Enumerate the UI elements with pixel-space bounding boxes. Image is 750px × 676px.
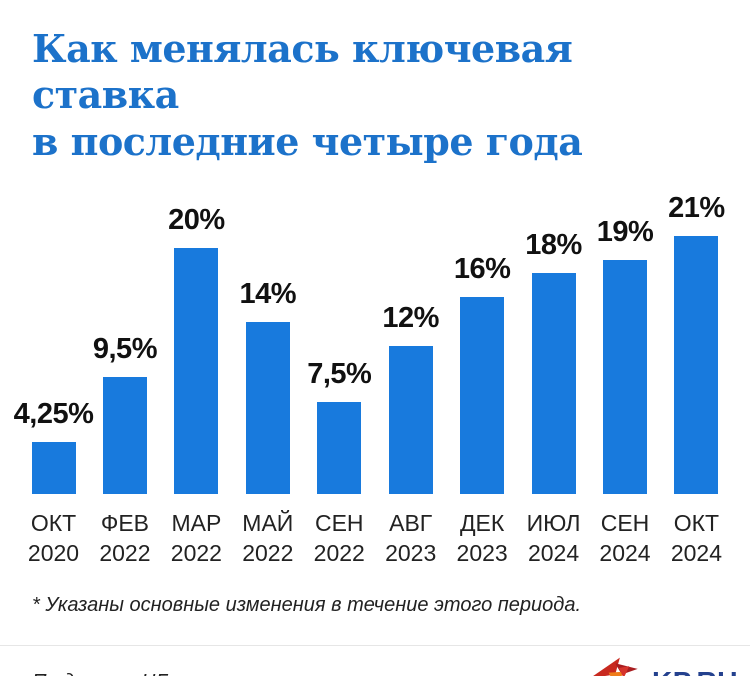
x-tick-year: 2022 <box>313 539 365 566</box>
x-tick-label: АВГ 2023 <box>378 509 443 568</box>
bar-value-label: 21% <box>668 192 725 225</box>
infographic: Как менялась ключевая ставка в последние… <box>0 26 750 676</box>
footer: По данным ЦБ. KP.RU <box>0 646 750 676</box>
bar-value-label: 16% <box>453 253 511 286</box>
kp-logo: KP.RU <box>588 652 738 676</box>
x-tick-label: ОКТ 2024 <box>664 509 729 568</box>
bar <box>603 260 647 495</box>
bar-column: 9,5% <box>92 333 158 495</box>
x-tick-label: МАЙ 2022 <box>235 509 300 568</box>
x-tick-month: ИЮЛ <box>526 510 581 537</box>
x-tick-year: 2020 <box>27 539 80 566</box>
bar <box>174 248 219 495</box>
x-tick-year: 2023 <box>456 539 508 566</box>
x-tick-year: 2022 <box>242 539 294 566</box>
bar-column: 18% <box>521 229 586 495</box>
bar <box>245 322 290 495</box>
bar <box>388 346 433 495</box>
bar-value-label: 20% <box>168 204 225 237</box>
bar-value-label: 14% <box>239 278 297 311</box>
page-title: Как менялась ключевая ставка в последние… <box>32 26 720 165</box>
bar <box>674 236 719 495</box>
bar-column: 20% <box>164 204 229 495</box>
bar-column: 12% <box>378 302 443 495</box>
x-tick-month: СЕН <box>600 510 650 537</box>
bar-column: 4,25% <box>14 398 94 495</box>
x-tick-month: ОКТ <box>673 510 720 537</box>
x-tick-month: ФЕВ <box>100 510 150 537</box>
x-tick-month: СЕН <box>314 510 364 537</box>
bar <box>102 377 147 495</box>
footnote: * Указаны основные изменения в течение э… <box>32 593 582 616</box>
x-tick-label: МАР 2022 <box>164 509 229 568</box>
x-tick-month: АВГ <box>389 510 433 537</box>
bar <box>531 273 576 495</box>
bar <box>460 297 505 495</box>
x-tick-month: ОКТ <box>30 510 77 537</box>
x-tick-month: МАЙ <box>242 510 294 537</box>
kp-logo-text: KP.RU <box>652 666 738 676</box>
x-tick-label: ДЕК 2023 <box>450 509 515 568</box>
bar-value-label: 7,5% <box>307 358 372 391</box>
bar <box>317 402 362 495</box>
divider <box>0 644 750 646</box>
x-tick-year: 2023 <box>385 539 437 566</box>
x-tick-label: СЕН 2022 <box>307 509 372 568</box>
x-tick-month: МАР <box>171 510 222 537</box>
bar-value-label: 9,5% <box>92 333 158 366</box>
kp-bird-logo-icon <box>593 658 638 676</box>
title-line-2: в последние четыре года <box>32 118 583 164</box>
bar-column: 21% <box>664 192 729 495</box>
bar-column: 19% <box>593 216 658 495</box>
data-source: По данным ЦБ. <box>32 671 174 676</box>
x-tick-year: 2024 <box>670 539 723 566</box>
x-tick-year: 2022 <box>170 539 222 566</box>
x-axis: ОКТ 2020 ФЕВ 2022 МАР 2022 МАЙ 2022 СЕН 2022 АВГ 20… <box>21 509 729 568</box>
title-line-1: Как менялась ключевая ставка <box>32 26 573 118</box>
x-tick-month: ДЕК <box>459 510 505 537</box>
x-tick-label: ОКТ 2020 <box>21 509 86 568</box>
x-tick-label: ФЕВ 2022 <box>92 509 157 568</box>
bar-column: 16% <box>450 253 515 495</box>
bar-value-label: 4,25% <box>13 398 94 431</box>
x-tick-label: СЕН 2024 <box>593 509 658 568</box>
bar-column: 7,5% <box>307 358 372 495</box>
x-tick-year: 2024 <box>599 539 651 566</box>
bar-value-label: 19% <box>596 216 654 249</box>
bar-column: 14% <box>235 278 300 495</box>
bar-value-label: 12% <box>382 302 439 335</box>
x-tick-label: ИЮЛ 2024 <box>521 509 586 568</box>
x-tick-year: 2022 <box>99 539 151 566</box>
x-tick-year: 2024 <box>527 539 580 566</box>
bar-value-label: 18% <box>525 229 582 262</box>
bar <box>31 442 76 495</box>
bar-chart: 4,25% 9,5% 20% 14% 7,5% 12% 16% 18% 19% 21% <box>14 192 729 495</box>
